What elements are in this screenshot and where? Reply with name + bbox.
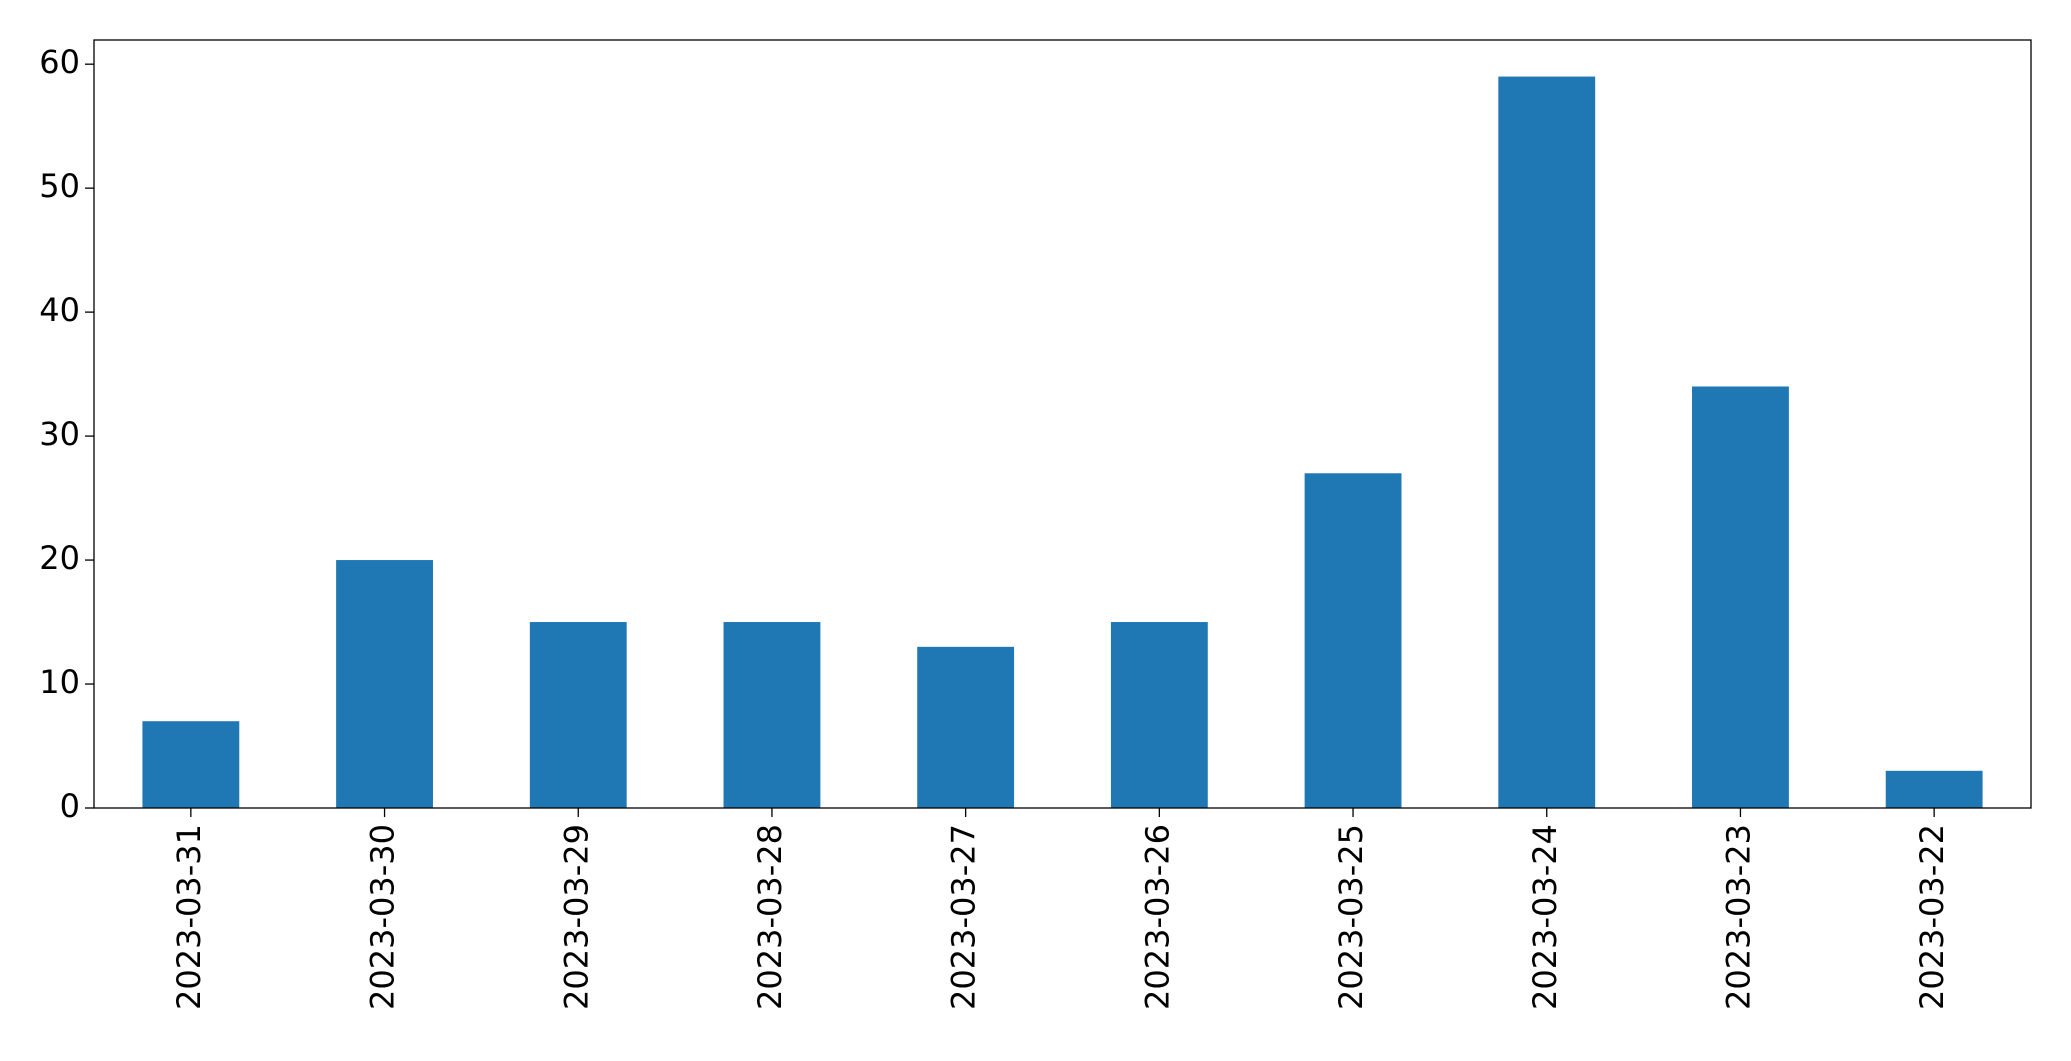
y-tick-label: 40 <box>39 291 80 329</box>
bar <box>917 646 1015 808</box>
x-tick-label: 2023-03-27 <box>945 824 983 1010</box>
y-tick-label: 50 <box>39 167 80 205</box>
y-tick-label: 10 <box>39 663 80 701</box>
bar <box>1110 622 1208 808</box>
x-tick-label: 2023-03-28 <box>751 824 789 1010</box>
bar <box>529 622 627 808</box>
x-tick-label: 2023-03-26 <box>1138 824 1176 1010</box>
x-tick-label: 2023-03-25 <box>1332 824 1370 1010</box>
x-tick-label: 2023-03-31 <box>170 824 208 1010</box>
x-tick-label: 2023-03-23 <box>1719 824 1757 1010</box>
bar <box>1885 770 1983 808</box>
bar <box>142 721 240 808</box>
bar <box>1692 386 1789 808</box>
x-tick-label: 2023-03-30 <box>364 824 402 1010</box>
x-tick-label: 2023-03-24 <box>1526 824 1564 1010</box>
plot-frame <box>93 39 2032 809</box>
x-tick-label: 2023-03-29 <box>557 824 595 1010</box>
bar <box>723 622 821 808</box>
bar <box>336 560 433 808</box>
y-tick-label: 20 <box>39 539 80 577</box>
y-tick-label: 0 <box>60 787 80 825</box>
y-tick-label: 30 <box>39 415 80 453</box>
x-tick-label: 2023-03-22 <box>1913 824 1951 1010</box>
bar <box>1498 76 1596 809</box>
bar <box>1304 473 1402 808</box>
y-tick-label: 60 <box>39 43 80 81</box>
